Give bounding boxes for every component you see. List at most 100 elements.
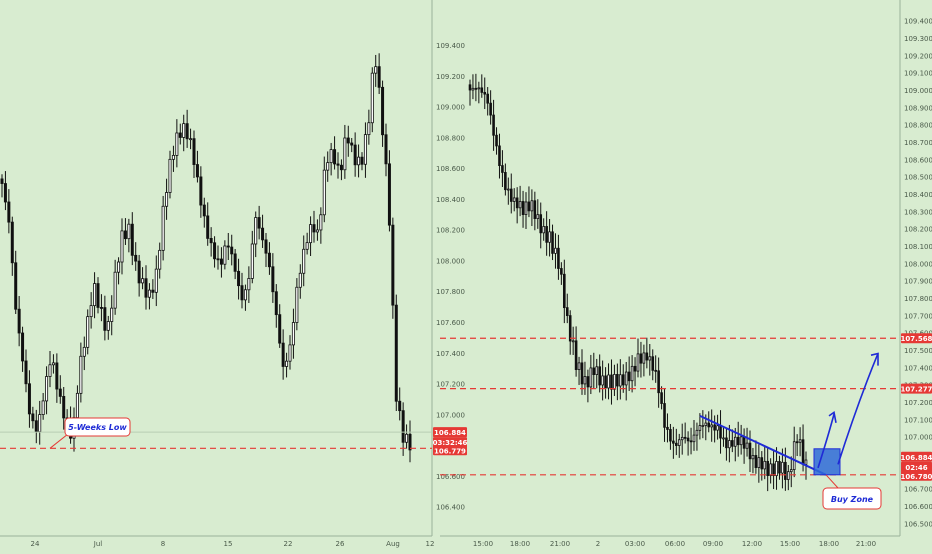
candle-down — [206, 215, 210, 239]
candle-down — [58, 388, 62, 397]
price-badge-label: 106.884 — [901, 454, 932, 462]
y-tick-label: 107.000 — [904, 434, 932, 442]
candle-up — [701, 425, 705, 427]
y-tick-label: 108.600 — [904, 156, 932, 164]
x-tick-label: 18:00 — [819, 540, 839, 548]
candle-up — [595, 366, 599, 375]
annotation-box — [822, 487, 882, 510]
candle-up — [51, 362, 55, 366]
candle-up — [648, 356, 652, 361]
candle-down — [360, 156, 364, 165]
x-tick-label: Jul — [93, 540, 103, 548]
candle-down — [713, 424, 716, 431]
candle-down — [240, 285, 244, 301]
candle-down — [336, 163, 340, 166]
y-tick-label: 106.600 — [904, 503, 932, 511]
candle-down — [675, 442, 678, 446]
candle-down — [666, 426, 669, 430]
candle-up — [322, 169, 326, 216]
x-tick-label: 03:00 — [625, 540, 645, 548]
candle-down — [333, 149, 337, 165]
y-tick-label: 107.200 — [904, 399, 932, 407]
price-badge — [433, 427, 467, 438]
candle-up — [642, 352, 646, 364]
candle-down — [736, 436, 740, 446]
candle-up — [367, 122, 371, 136]
candle-up — [536, 214, 540, 219]
annotation-box — [64, 417, 131, 437]
x-tick-label: 26 — [336, 540, 345, 548]
candle-up — [175, 132, 179, 156]
y-tick-label: 107.500 — [904, 347, 932, 355]
candle-down — [237, 270, 241, 287]
candle-up — [374, 66, 378, 74]
candle-down — [381, 86, 385, 136]
x-tick-label: 2 — [596, 540, 600, 548]
candle-down — [474, 87, 478, 90]
candle-down — [592, 367, 596, 375]
candle-up — [48, 364, 52, 377]
candle-down — [387, 163, 391, 226]
candle-down — [278, 314, 282, 344]
y-tick-label: 107.800 — [904, 295, 932, 303]
y-tick-label: 108.200 — [436, 227, 465, 235]
candle-down — [233, 253, 237, 272]
candle-up — [507, 188, 510, 191]
y-tick-label: 106.600 — [436, 473, 465, 481]
candle-down — [271, 266, 275, 293]
x-tick-label: 18:00 — [510, 540, 530, 548]
y-tick-label: 109.400 — [436, 42, 465, 50]
y-tick-label: 109.200 — [904, 52, 932, 60]
candle-down — [760, 457, 764, 470]
y-tick-label: 108.100 — [904, 243, 932, 251]
candle-down — [563, 273, 566, 309]
y-tick-label: 107.400 — [436, 350, 465, 358]
candle-down — [480, 87, 484, 93]
candle-up — [127, 223, 131, 240]
candle-up — [45, 376, 49, 402]
candle-down — [748, 442, 752, 460]
candle-down — [742, 436, 746, 449]
descending-trendline — [699, 414, 827, 476]
candle-up — [477, 87, 481, 90]
y-tick-label: 107.000 — [436, 411, 465, 419]
candle-up — [182, 123, 186, 138]
candle-down — [633, 365, 637, 372]
candle-up — [326, 162, 330, 171]
candle-up — [305, 242, 309, 250]
candle-down — [719, 425, 722, 439]
price-badge — [901, 333, 932, 344]
candle-down — [62, 396, 66, 419]
y-tick-label: 109.200 — [436, 73, 465, 81]
candle-down — [565, 307, 569, 317]
y-tick-label: 108.600 — [436, 165, 465, 173]
candle-down — [144, 278, 148, 298]
candle-down — [574, 340, 578, 370]
candle-down — [377, 66, 381, 88]
candle-up — [158, 249, 162, 270]
candle-down — [660, 392, 663, 404]
y-tick-label: 107.200 — [436, 381, 465, 389]
x-tick-label: 15 — [224, 540, 233, 548]
candle-up — [117, 261, 121, 273]
y-tick-label: 108.400 — [436, 196, 465, 204]
candle-up — [692, 434, 696, 443]
candle-up — [38, 414, 42, 433]
candle-down — [257, 217, 261, 229]
candle-down — [10, 221, 14, 264]
candle-down — [560, 268, 563, 275]
candle-down — [654, 369, 657, 372]
candle-up — [113, 271, 117, 309]
candle-down — [725, 437, 728, 449]
candle-up — [787, 471, 790, 480]
candle-up — [41, 400, 45, 416]
candle-up — [471, 87, 475, 91]
candle-up — [141, 278, 145, 284]
candle-up — [254, 217, 258, 245]
price-badge-label: 106.780 — [901, 473, 932, 481]
y-tick-label: 107.600 — [436, 319, 465, 327]
candle-down — [0, 178, 4, 184]
candle-up — [733, 436, 737, 447]
candle-up — [624, 371, 628, 386]
candle-up — [154, 268, 158, 293]
